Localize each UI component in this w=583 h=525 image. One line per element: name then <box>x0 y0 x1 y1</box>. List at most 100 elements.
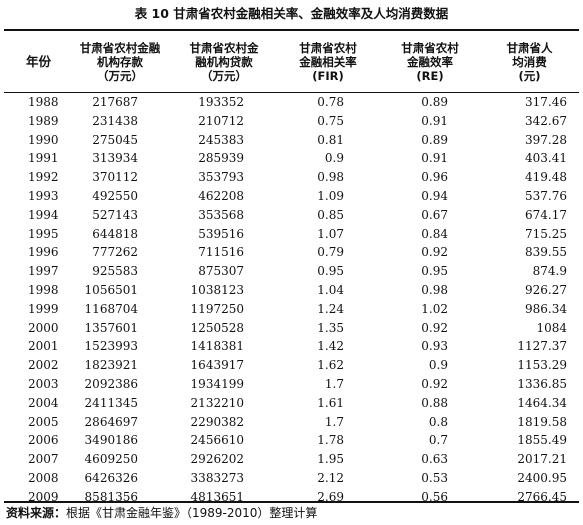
cell-loans: 1934199 <box>190 376 244 391</box>
cell-deposits: 2092386 <box>84 376 138 391</box>
cell-re: 0.7 <box>428 433 448 448</box>
cell-consumption: 926.27 <box>525 282 567 297</box>
header-line: 甘肃省人 <box>506 40 553 55</box>
header-line: （万元） <box>97 68 143 83</box>
cell-loans: 711516 <box>198 245 244 260</box>
cell-loans: 2290382 <box>190 414 244 429</box>
cell-consumption: 986.34 <box>525 301 567 316</box>
cell-year: 2004 <box>28 395 59 410</box>
cell-deposits: 370112 <box>92 170 138 185</box>
cell-re: 0.94 <box>421 188 448 203</box>
cell-fir: 0.95 <box>317 264 344 279</box>
header-re: 甘肃省农村 金融效率 (RE) <box>380 31 480 92</box>
header-line: 机构存款 <box>97 54 143 69</box>
table-row: 2005 2864697 2290382 1.7 0.8 1819.58 <box>4 413 579 432</box>
top-rule <box>4 29 579 31</box>
cell-deposits: 925583 <box>92 264 138 279</box>
cell-year: 1989 <box>28 113 59 128</box>
cell-loans: 353568 <box>198 207 244 222</box>
cell-fir: 2.69 <box>317 489 344 504</box>
cell-re: 0.92 <box>421 320 448 335</box>
cell-deposits: 6426326 <box>84 470 138 485</box>
cell-consumption: 1855.49 <box>517 433 567 448</box>
cell-year: 1998 <box>28 282 59 297</box>
cell-fir: 0.75 <box>317 113 344 128</box>
header-line: (RE) <box>416 68 444 83</box>
cell-year: 2002 <box>28 358 59 373</box>
header-line: 甘肃省农村金融 <box>79 40 161 55</box>
cell-deposits: 1823921 <box>84 358 138 373</box>
cell-re: 0.8 <box>428 414 448 429</box>
cell-year: 1996 <box>28 245 59 260</box>
header-consumption: 甘肃省人 均消费 (元) <box>480 31 579 92</box>
cell-fir: 0.79 <box>317 245 344 260</box>
cell-year: 1999 <box>28 301 59 316</box>
cell-re: 0.96 <box>421 170 448 185</box>
cell-loans: 462208 <box>198 188 244 203</box>
cell-deposits: 2864697 <box>84 414 138 429</box>
header-year: 年份 <box>4 31 68 92</box>
cell-loans: 539516 <box>198 226 244 241</box>
cell-loans: 285939 <box>198 151 244 166</box>
table-row: 2007 4609250 2926202 1.95 0.63 2017.21 <box>4 450 579 469</box>
cell-re: 0.91 <box>421 113 448 128</box>
cell-fir: 1.04 <box>317 282 344 297</box>
cell-year: 2006 <box>28 433 59 448</box>
cell-year: 2009 <box>28 489 59 504</box>
cell-re: 0.63 <box>421 452 448 467</box>
table-row: 1998 1056501 1038123 1.04 0.98 926.27 <box>4 281 579 300</box>
cell-deposits: 527143 <box>92 207 138 222</box>
cell-deposits: 8581356 <box>84 489 138 504</box>
cell-re: 1.02 <box>421 301 448 316</box>
cell-re: 0.92 <box>421 245 448 260</box>
cell-fir: 1.7 <box>324 414 344 429</box>
header-line: (FIR) <box>312 68 344 83</box>
cell-re: 0.89 <box>421 95 448 109</box>
table-row: 2000 1357601 1250528 1.35 0.92 1084 <box>4 319 579 338</box>
source-text: 根据《甘肃金融年鉴》（1989-2010）整理计算 <box>66 506 318 520</box>
cell-loans: 4813651 <box>190 489 244 504</box>
cell-loans: 1643917 <box>190 358 244 373</box>
cell-year: 1993 <box>28 188 59 203</box>
cell-fir: 1.09 <box>317 188 344 203</box>
cell-deposits: 1056501 <box>84 282 138 297</box>
cell-loans: 1418381 <box>190 339 244 354</box>
table-row: 1989 231438 210712 0.75 0.91 342.67 <box>4 112 579 131</box>
cell-year: 1997 <box>28 264 59 279</box>
cell-fir: 1.61 <box>317 395 344 410</box>
cell-fir: 2.12 <box>317 470 344 485</box>
cell-loans: 1038123 <box>190 282 244 297</box>
cell-year: 1988 <box>28 95 59 109</box>
table-row: 1996 777262 711516 0.79 0.92 839.55 <box>4 243 579 262</box>
cell-deposits: 644818 <box>92 226 138 241</box>
cell-consumption: 1464.34 <box>517 395 567 410</box>
cell-year: 1995 <box>28 226 59 241</box>
cell-loans: 193352 <box>198 95 244 109</box>
header-line: 均消费 <box>512 54 547 69</box>
cell-deposits: 2411345 <box>84 395 138 410</box>
cell-loans: 245383 <box>198 132 244 147</box>
cell-year: 2003 <box>28 376 59 391</box>
cell-consumption: 2400.95 <box>517 470 567 485</box>
cell-deposits: 777262 <box>92 245 138 260</box>
cell-loans: 2926202 <box>190 452 244 467</box>
cell-year: 1991 <box>28 151 59 166</box>
table-row: 1994 527143 353568 0.85 0.67 674.17 <box>4 206 579 225</box>
cell-year: 1992 <box>28 170 59 185</box>
cell-loans: 353793 <box>198 170 244 185</box>
header-deposits: 甘肃省农村金融 机构存款 （万元） <box>68 31 172 92</box>
cell-loans: 875307 <box>198 264 244 279</box>
table-row: 2006 3490186 2456610 1.78 0.7 1855.49 <box>4 431 579 450</box>
cell-consumption: 874.9 <box>532 264 567 279</box>
data-table: 1988 217687 193352 0.78 0.89 317.46 1989 231438… <box>4 93 579 507</box>
cell-consumption: 419.48 <box>525 170 567 185</box>
header-line: 金融效率 <box>407 54 453 69</box>
cell-consumption: 674.17 <box>525 207 567 222</box>
cell-consumption: 342.67 <box>525 113 567 128</box>
header-line: （万元） <box>201 68 247 83</box>
cell-re: 0.95 <box>421 264 448 279</box>
table-row: 1993 492550 462208 1.09 0.94 537.76 <box>4 187 579 206</box>
cell-re: 0.92 <box>421 376 448 391</box>
cell-loans: 2456610 <box>190 433 244 448</box>
cell-loans: 210712 <box>198 113 244 128</box>
